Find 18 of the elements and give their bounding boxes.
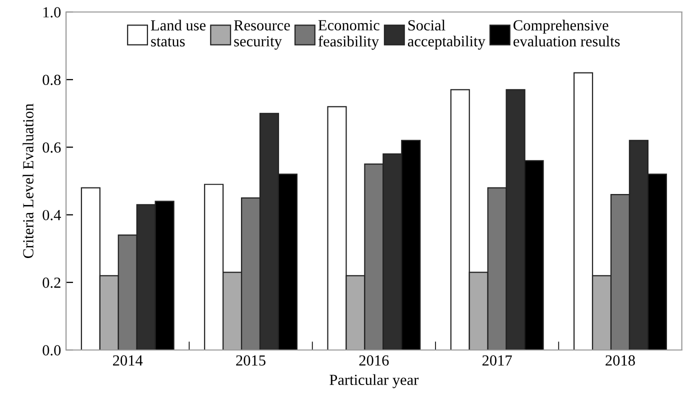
- legend-label: Economic feasibility: [318, 20, 380, 50]
- y-tick-label: 0.0: [42, 345, 61, 356]
- x-tick-label: 2016: [359, 355, 389, 366]
- y-tick-label: 0.8: [42, 74, 61, 86]
- y-axis-title: Criteria Level Evaluation: [22, 104, 34, 258]
- y-tick-label: 0.2: [42, 278, 60, 288]
- x-axis-title: Particular year: [330, 374, 419, 388]
- y-tick-label: 1.0: [43, 7, 61, 18]
- y-tick-label: 0.6: [42, 142, 61, 153]
- x-tick-label: 2015: [236, 355, 266, 366]
- legend-label: Land use status: [150, 20, 206, 46]
- x-tick-label: 2017: [482, 355, 512, 366]
- legend-label: Social acceptability: [408, 20, 486, 50]
- x-tick-label: 2018: [606, 355, 635, 366]
- legend-label: Comprehensive evaluation results: [514, 20, 620, 46]
- y-tick-label: 0.4: [42, 210, 61, 220]
- x-tick-label: 2014: [113, 355, 143, 366]
- legend-label: Resource security: [234, 20, 290, 50]
